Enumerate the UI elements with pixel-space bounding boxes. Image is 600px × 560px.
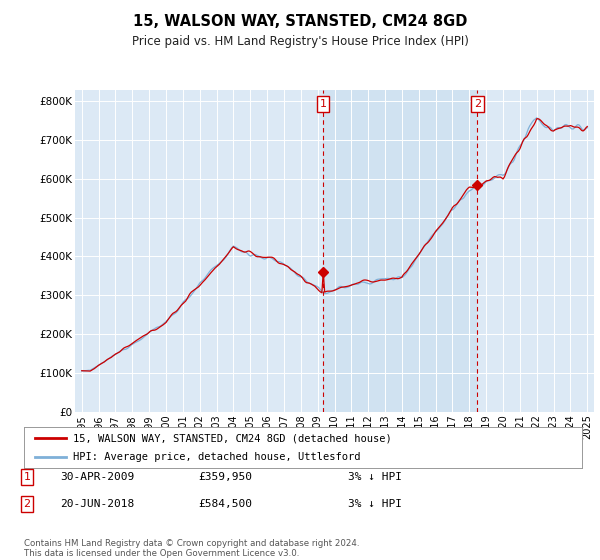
Text: 3% ↓ HPI: 3% ↓ HPI [348,499,402,509]
Text: 15, WALSON WAY, STANSTED, CM24 8GD (detached house): 15, WALSON WAY, STANSTED, CM24 8GD (deta… [73,433,392,443]
Text: Price paid vs. HM Land Registry's House Price Index (HPI): Price paid vs. HM Land Registry's House … [131,35,469,48]
Text: 2: 2 [23,499,31,509]
Text: HPI: Average price, detached house, Uttlesford: HPI: Average price, detached house, Uttl… [73,452,361,461]
Text: 15, WALSON WAY, STANSTED, CM24 8GD: 15, WALSON WAY, STANSTED, CM24 8GD [133,14,467,29]
Text: £584,500: £584,500 [198,499,252,509]
Text: 2: 2 [473,99,481,109]
Text: Contains HM Land Registry data © Crown copyright and database right 2024.
This d: Contains HM Land Registry data © Crown c… [24,539,359,558]
Text: 3% ↓ HPI: 3% ↓ HPI [348,472,402,482]
Text: 1: 1 [23,472,31,482]
Bar [323,90,477,412]
Text: £359,950: £359,950 [198,472,252,482]
Text: 30-APR-2009: 30-APR-2009 [60,472,134,482]
Text: 1: 1 [320,99,327,109]
Text: 20-JUN-2018: 20-JUN-2018 [60,499,134,509]
